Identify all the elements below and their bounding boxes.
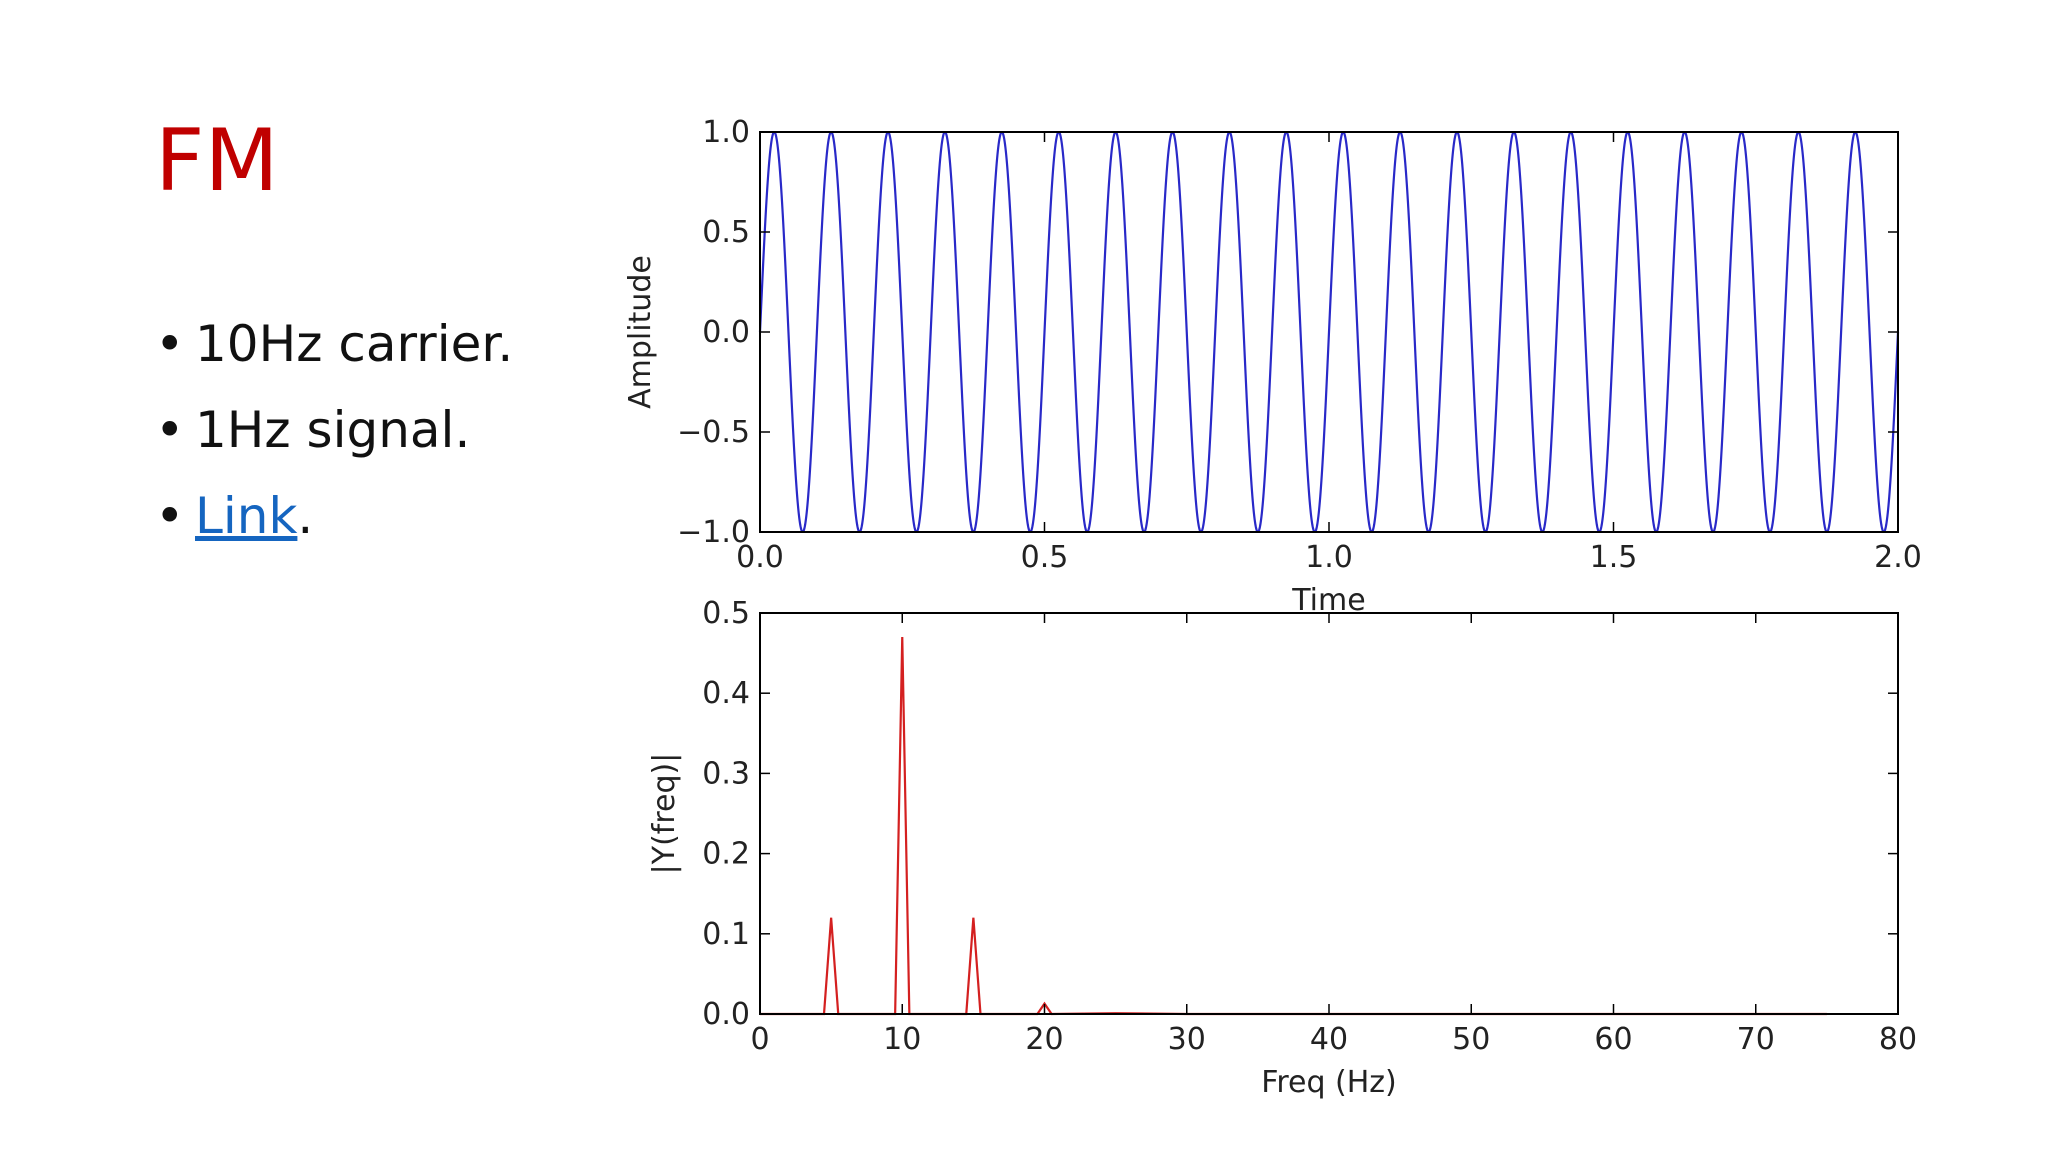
spectrum-ytick-label: 0.0 (702, 997, 750, 1032)
spectrum-y-axis-label: |Y(freq)| (647, 753, 682, 875)
spectrum-xtick-label: 40 (1310, 1022, 1348, 1057)
time-ytick-label: 0.5 (702, 215, 750, 250)
spectrum-xtick-label: 60 (1594, 1022, 1632, 1057)
bullet-item: • Link. (155, 484, 513, 570)
time-ytick-label: 1.0 (702, 115, 750, 150)
time-ytick-label: −1.0 (677, 515, 750, 550)
spectrum-ytick-label: 0.3 (702, 756, 750, 791)
spectrum-ytick-label: 0.5 (702, 596, 750, 631)
spectrum-xtick-label: 70 (1737, 1022, 1775, 1057)
link[interactable]: Link (195, 487, 298, 545)
spectrum-axes-frame (759, 612, 1899, 1015)
time-xtick-label: 1.0 (1305, 540, 1353, 575)
time-xtick-label: 2.0 (1874, 540, 1922, 575)
bullet-item: • 10Hz carrier. (155, 312, 513, 398)
spectrum-xtick-label: 0 (750, 1022, 769, 1057)
time-y-axis-label: Amplitude (623, 255, 658, 409)
spectrum-ytick-label: 0.1 (702, 917, 750, 952)
bullet-dot: • (155, 315, 185, 373)
slide-title: FM (155, 111, 279, 211)
time-chart: 0.0 0.5 1.0 1.5 2.0−1.0−0.50.00.51.0TimeAmpl… (623, 115, 1922, 618)
spectrum-x-axis-label: Freq (Hz) (1261, 1065, 1397, 1100)
time-ytick-label: −0.5 (677, 415, 750, 450)
spectrum-ytick-label: 0.4 (702, 676, 750, 711)
bullet-dot: • (155, 401, 185, 459)
bullet-dot: • (155, 487, 185, 545)
spectrum-xtick-label: 50 (1452, 1022, 1490, 1057)
time-ytick-label: 0.0 (702, 315, 750, 350)
time-series-line (758, 130, 1900, 534)
bullet-list: • 10Hz carrier. • 1Hz signal. • Link. (155, 312, 513, 570)
spectrum-xtick-label: 80 (1879, 1022, 1917, 1057)
spectrum-xtick-label: 20 (1025, 1022, 1063, 1057)
spectrum-xtick-label: 10 (883, 1022, 921, 1057)
link-suffix: . (297, 487, 314, 545)
time-xtick-label: 1.5 (1590, 540, 1638, 575)
time-xtick-label: 0.5 (1021, 540, 1069, 575)
bullet-text: 10Hz carrier. (195, 315, 514, 373)
spectrum-chart: 0 10 20 30 40 50 60 70 80 0.0 0.1 0.2 0.3 0.4 0.5 Freq … (647, 596, 1917, 1100)
spectrum-ytick-label: 0.2 (702, 837, 750, 872)
bullet-item: • 1Hz signal. (155, 398, 513, 484)
spectrum-xtick-label: 30 (1168, 1022, 1206, 1057)
spectrum-series-line (760, 637, 1827, 1016)
time-xtick-label: 0.0 (736, 540, 784, 575)
bullet-text: 1Hz signal. (195, 401, 471, 459)
